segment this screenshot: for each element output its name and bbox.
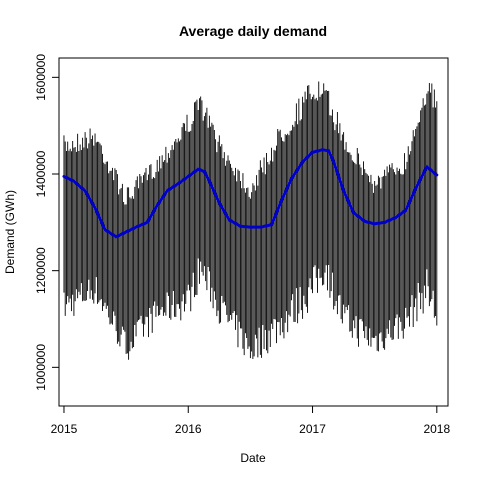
y-tick-label: 1600000	[34, 54, 48, 101]
x-axis-label: Date	[240, 451, 266, 465]
daily-demand-series	[63, 81, 438, 360]
x-tick-label: 2016	[175, 422, 202, 436]
y-axis: 1000000 1200000 1400000 1600000	[34, 54, 60, 391]
trend-line	[62, 148, 439, 239]
x-tick-label: 2018	[423, 422, 450, 436]
y-tick-label: 1400000	[34, 150, 48, 197]
x-tick-label: 2017	[299, 422, 326, 436]
trend-series	[62, 148, 439, 239]
x-axis: 2015 2016 2017 2018	[51, 405, 450, 436]
y-tick-label: 1000000	[34, 344, 48, 391]
chart-title: Average daily demand	[179, 23, 327, 39]
x-tick-label: 2015	[51, 422, 78, 436]
y-tick-label: 1200000	[34, 247, 48, 294]
y-axis-label: Demand (GWh)	[3, 190, 17, 274]
